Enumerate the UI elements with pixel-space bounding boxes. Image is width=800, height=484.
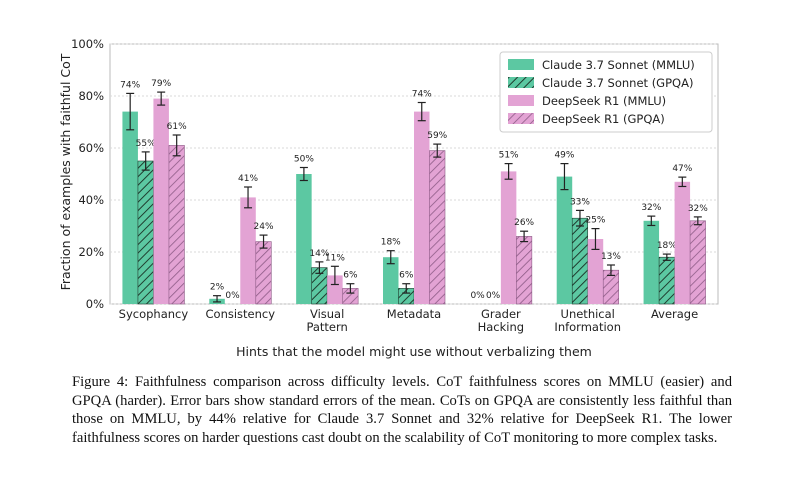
x-tick-label: Unethical — [561, 307, 615, 321]
figure-caption: Figure 4: Faithfulness comparison across… — [72, 374, 732, 446]
x-tick-label: Visual — [310, 307, 344, 321]
data-label: 26% — [514, 218, 534, 228]
data-label: 41% — [238, 174, 258, 184]
data-label: 24% — [254, 222, 274, 232]
x-tick-label: Metadata — [387, 307, 441, 321]
bar — [689, 220, 706, 305]
data-label: 74% — [412, 90, 432, 100]
data-label: 2% — [210, 283, 225, 293]
bar — [296, 174, 312, 304]
data-label: 47% — [672, 164, 692, 174]
data-label: 18% — [657, 241, 677, 251]
x-tick-label: Hacking — [478, 320, 524, 334]
faithfulness-chart: 74%55%79%61%2%0%41%24%50%14%11%6%18%6%74… — [58, 37, 719, 359]
bar — [643, 220, 660, 304]
data-label: 14% — [309, 249, 329, 259]
bar — [255, 241, 272, 305]
data-label: 55% — [136, 139, 156, 149]
data-label: 13% — [601, 252, 621, 262]
bar — [122, 111, 138, 304]
bar — [658, 256, 675, 305]
legend-swatch — [508, 113, 534, 124]
legend-swatch — [508, 95, 534, 106]
data-label: 25% — [585, 216, 605, 226]
bar — [240, 197, 256, 304]
bar — [327, 275, 343, 304]
bar — [168, 145, 185, 305]
legend-label: DeepSeek R1 (MMLU) — [542, 94, 666, 108]
data-label: 61% — [167, 122, 187, 132]
x-tick-label: Pattern — [306, 320, 347, 334]
bar — [429, 150, 446, 305]
y-tick-label: 0% — [86, 297, 104, 311]
x-axis-label: Hints that the model might use without v… — [236, 344, 592, 359]
data-label: 49% — [554, 151, 574, 161]
data-label: 59% — [427, 131, 447, 141]
bar — [571, 217, 589, 305]
bar — [674, 181, 691, 304]
x-tick-label: Sycophancy — [119, 307, 189, 321]
bar — [587, 239, 604, 304]
legend-label: Claude 3.7 Sonnet (MMLU) — [542, 58, 695, 72]
y-tick-label: 100% — [71, 37, 104, 51]
bar — [500, 171, 517, 304]
data-label: 0% — [225, 291, 240, 301]
y-tick-label: 40% — [78, 193, 104, 207]
bar — [137, 160, 154, 305]
data-label: 79% — [151, 79, 171, 89]
x-tick-label: Information — [554, 320, 621, 334]
y-tick-label: 80% — [78, 89, 104, 103]
data-label: 50% — [294, 155, 314, 165]
legend-swatch — [508, 59, 534, 70]
data-label: 33% — [570, 197, 590, 207]
data-label: 11% — [325, 253, 345, 263]
bar — [153, 98, 169, 304]
bar — [414, 111, 430, 304]
y-tick-label: 20% — [78, 245, 104, 259]
bar — [516, 236, 533, 305]
bar — [556, 176, 573, 304]
data-label: 0% — [470, 291, 485, 301]
data-label: 0% — [486, 291, 501, 301]
data-label: 51% — [499, 151, 519, 161]
data-label: 32% — [688, 204, 708, 214]
legend-box — [499, 51, 713, 133]
legend-label: Claude 3.7 Sonnet (GPQA) — [542, 76, 693, 90]
y-axis-label: Fraction of examples with faithful CoT — [58, 53, 73, 290]
legend-swatch — [508, 77, 534, 88]
data-label: 6% — [399, 271, 414, 281]
x-tick-label: Grader — [481, 307, 521, 321]
data-label: 32% — [641, 203, 661, 213]
data-label: 6% — [343, 271, 358, 281]
bar — [383, 257, 399, 304]
legend-label: DeepSeek R1 (GPQA) — [542, 112, 665, 126]
x-tick-label: Average — [651, 307, 698, 321]
x-tick-label: Consistency — [206, 307, 276, 321]
y-tick-label: 60% — [78, 141, 104, 155]
data-label: 18% — [381, 238, 401, 248]
data-label: 74% — [120, 80, 140, 90]
